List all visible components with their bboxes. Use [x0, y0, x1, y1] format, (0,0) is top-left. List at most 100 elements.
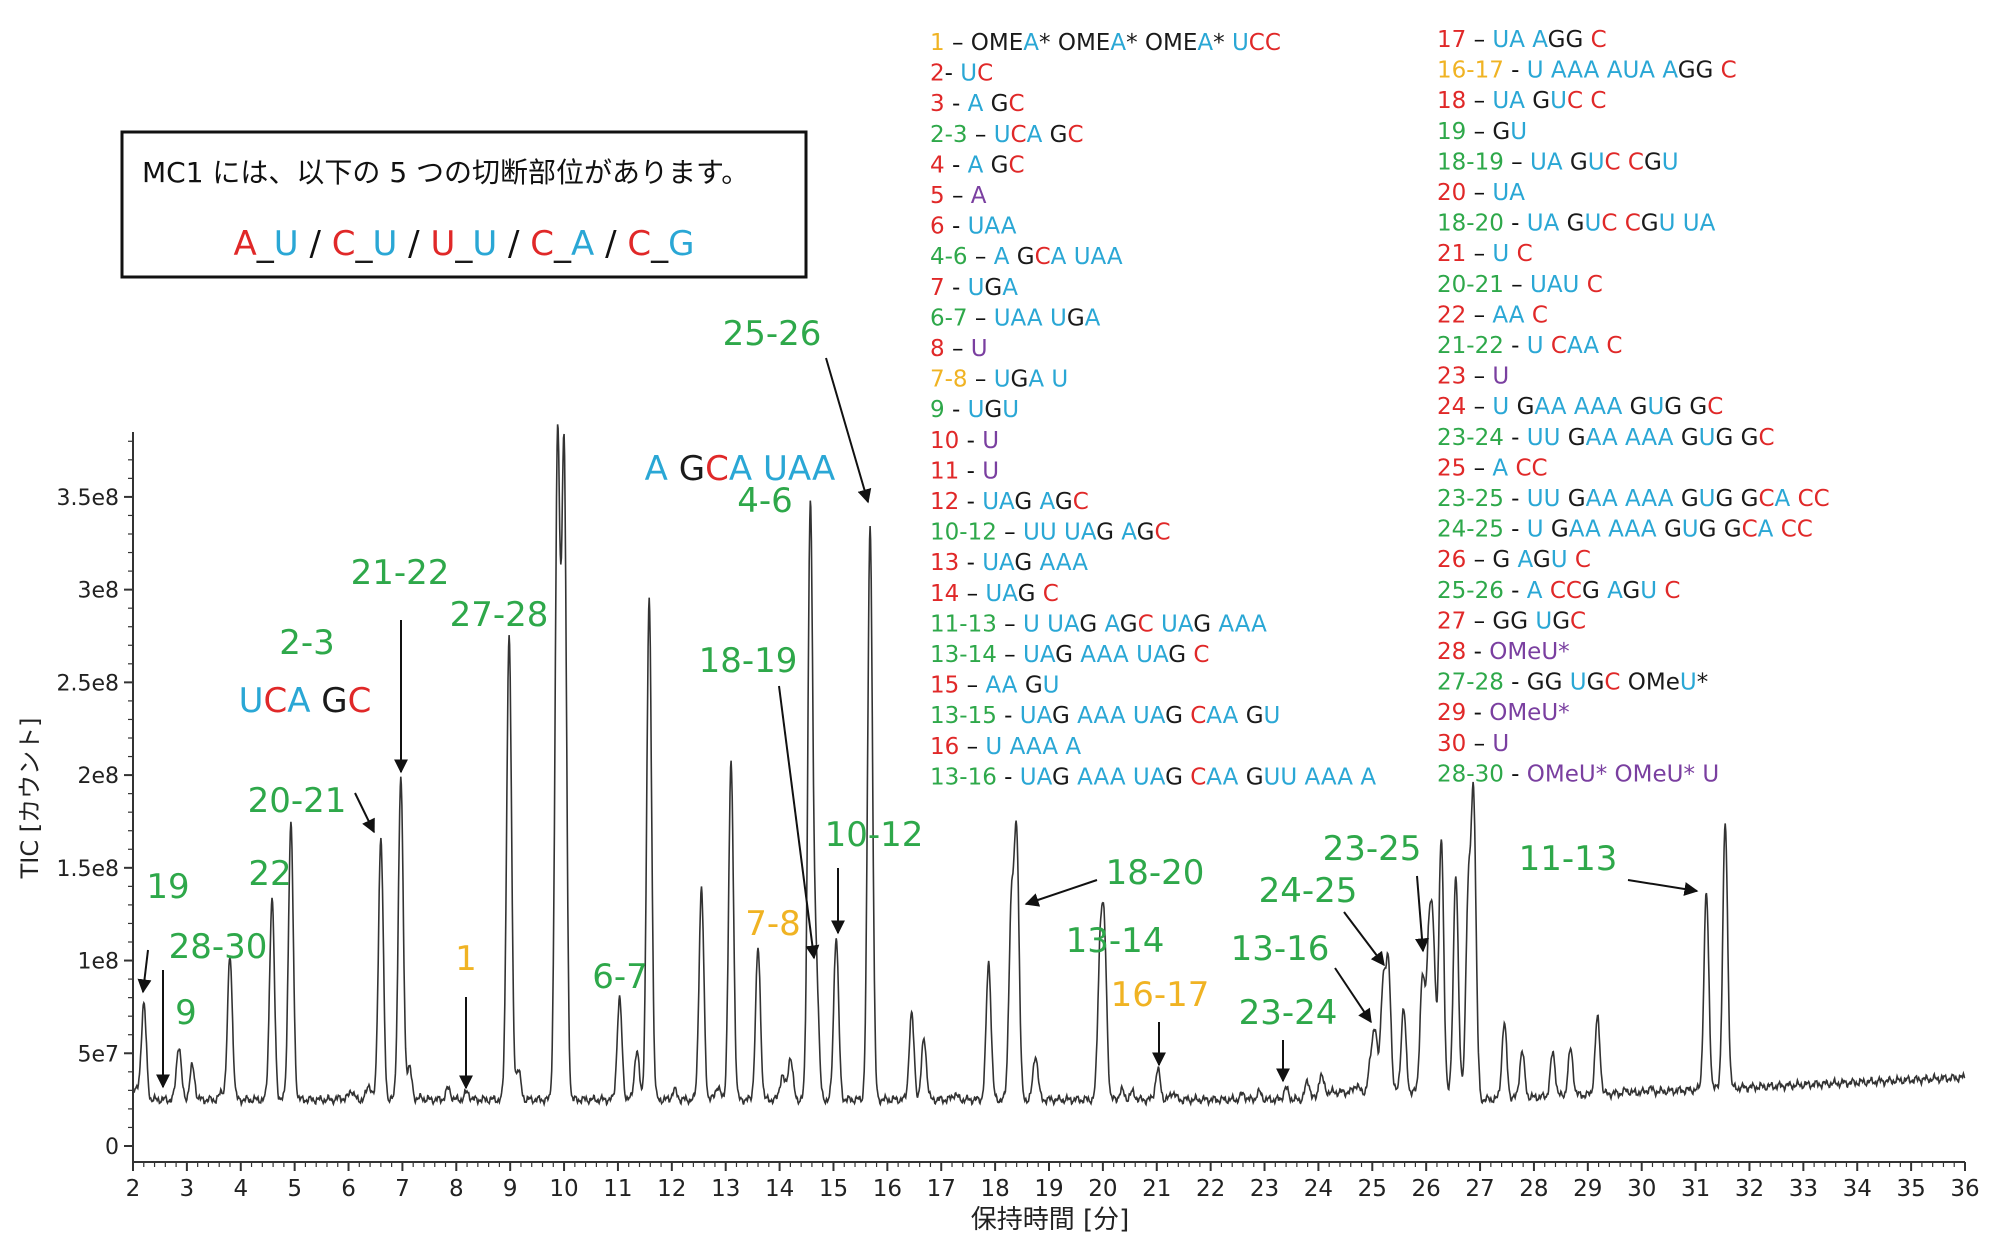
- x-tick-label: 20: [1088, 1176, 1117, 1202]
- peak-label-1: 1: [455, 939, 477, 979]
- peak-label-9: 9: [175, 993, 197, 1033]
- peak-label-13-14: 13-14: [1066, 921, 1165, 961]
- peak-label-22: 22: [248, 854, 291, 894]
- x-tick-label: 14: [765, 1176, 794, 1202]
- x-tick-label: 29: [1573, 1176, 1602, 1202]
- legend-entry-9: 9 - UGU: [930, 397, 1019, 423]
- peak-label-18-19: 18-19: [699, 641, 798, 681]
- x-tick-label: 25: [1358, 1176, 1387, 1202]
- peak-label-24-25: 24-25: [1259, 871, 1358, 911]
- arrow-18-19: [778, 685, 820, 960]
- legend-entry-6-7: 6-7 – UAA UGA: [930, 305, 1101, 331]
- x-tick-label: 35: [1896, 1176, 1925, 1202]
- cleavage-sites: A_U / C_U / U_U / C_A / C_G: [233, 224, 694, 264]
- peak-label-19: 19: [146, 867, 189, 907]
- x-tick-label: 8: [449, 1176, 464, 1202]
- legend-entry-28-30: 28-30 - OMeU* OMeU* U: [1437, 761, 1719, 787]
- peak-label-23-25: 23-25: [1323, 829, 1422, 869]
- x-tick-label: 15: [819, 1176, 848, 1202]
- legend-entry-19: 19 – GU: [1437, 119, 1527, 145]
- fragment-legend: 1 – OMEA* OMEA* OMEA* UCC 2- UC 3 - A GC 2-…: [930, 27, 1830, 790]
- x-tick-label: 28: [1519, 1176, 1548, 1202]
- peak-label-21-22: 21-22: [351, 553, 450, 593]
- legend-entry-17: 17 – UA AGG C: [1437, 27, 1607, 53]
- legend-entry-14: 14 – UAG C: [930, 581, 1059, 607]
- x-tick-label: 33: [1789, 1176, 1818, 1202]
- x-tick-label: 6: [341, 1176, 356, 1202]
- cleavage-info-box: MC1 には、以下の 5 つの切断部位があります。 A_U / C_U / U_…: [120, 130, 808, 279]
- x-tick-label: 5: [287, 1176, 302, 1202]
- y-axis-label: TIC [カウント]: [16, 718, 44, 880]
- legend-entry-20: 20 – UA: [1437, 180, 1525, 206]
- legend-entry-6: 6 - UAA: [930, 214, 1017, 240]
- arrow-11-13: [1627, 879, 1699, 896]
- y-tick-label: 2.5e8: [56, 671, 119, 696]
- legend-entry-18-20: 18-20 - UA GUC CGU UA: [1437, 211, 1716, 237]
- legend-entry-13-16: 13-16 - UAG AAA UAG CAA GUU AAA A: [930, 764, 1376, 790]
- legend-entry-18-19: 18-19 – UA GUC CGU: [1437, 149, 1679, 175]
- x-tick-label: 19: [1034, 1176, 1063, 1202]
- legend-entry-13: 13 - UAG AAA: [930, 550, 1088, 576]
- tic-trace: [133, 424, 1966, 1108]
- x-tick-label: 34: [1843, 1176, 1872, 1202]
- y-tick-label: 3.5e8: [56, 486, 119, 511]
- arrow-19: [137, 949, 152, 994]
- x-tick-label: 11: [603, 1176, 632, 1202]
- x-tick-label: 23: [1250, 1176, 1279, 1202]
- legend-entry-1: 1 – OMEA* OMEA* OMEA* UCC: [930, 30, 1281, 56]
- peak-label-4-6: 4-6: [737, 481, 793, 521]
- x-tick-label: 10: [549, 1176, 578, 1202]
- y-tick-label: 1.5e8: [56, 857, 119, 882]
- y-tick-label: 0: [105, 1135, 119, 1160]
- legend-entry-21-22: 21-22 - U CAA C: [1437, 333, 1622, 359]
- peak-annotations: 19 28-30 9 22 20-21 2-3 21-22 1 27-28 6-7 18-19 7-8…: [137, 314, 1699, 1090]
- x-tick-label: 21: [1142, 1176, 1171, 1202]
- x-tick-label: 13: [711, 1176, 740, 1202]
- arrow-25-26: [825, 357, 872, 504]
- legend-entry-13-14: 13-14 – UAG AAA UAG C: [930, 642, 1209, 668]
- legend-entry-20-21: 20-21 – UAU C: [1437, 272, 1603, 298]
- legend-entry-24-25: 24-25 - U GAA AAA GUG GCA CC: [1437, 517, 1813, 543]
- x-ticks: 2 3 4 5 6 7 8 9 10 11 12 13 14 15 16 17 18 19 20 21 22 23 24 25…: [126, 1162, 1980, 1202]
- legend-entry-24: 24 – U GAA AAA GUG GC: [1437, 394, 1723, 420]
- x-tick-label: 27: [1465, 1176, 1494, 1202]
- legend-entry-10: 10 - U: [930, 428, 999, 454]
- legend-entry-11: 11 - U: [930, 458, 999, 484]
- legend-entry-25-26: 25-26 - A CCG AGU C: [1437, 578, 1680, 604]
- legend-entry-27-28: 27-28 - GG UGC OMeU*: [1437, 670, 1708, 696]
- legend-entry-16-17: 16-17 - U AAA AUA AGG C: [1437, 58, 1737, 84]
- x-tick-label: 18: [980, 1176, 1009, 1202]
- x-tick-label: 17: [927, 1176, 956, 1202]
- x-tick-label: 4: [233, 1176, 248, 1202]
- peak-label-11-13: 11-13: [1519, 839, 1618, 879]
- legend-entry-2-3: 2-3 – UCA GC: [930, 122, 1084, 148]
- legend-entry-30: 30 – U: [1437, 731, 1509, 757]
- x-tick-label: 26: [1412, 1176, 1441, 1202]
- x-tick-label: 36: [1950, 1176, 1979, 1202]
- x-tick-label: 9: [503, 1176, 518, 1202]
- arrow-18-20: [1024, 879, 1098, 907]
- legend-entry-4: 4 - A GC: [930, 152, 1025, 178]
- x-tick-label: 7: [395, 1176, 410, 1202]
- legend-entry-16: 16 – U AAA A: [930, 734, 1081, 760]
- arrow-23-25: [1415, 875, 1429, 953]
- legend-entry-8: 8 – U: [930, 336, 988, 362]
- peak-label-6-7: 6-7: [592, 957, 648, 997]
- legend-entry-3: 3 - A GC: [930, 91, 1025, 117]
- legend-entry-7: 7 - UGA: [930, 275, 1018, 301]
- peak-label-10-12: 10-12: [825, 815, 924, 855]
- arrow-13-16: [1334, 967, 1372, 1024]
- legend-entry-5: 5 – A: [930, 183, 987, 209]
- x-axis-label: 保持時間 [分]: [971, 1205, 1130, 1235]
- legend-entry-7-8: 7-8 – UGA U: [930, 367, 1068, 393]
- legend-entry-27: 27 – GG UGC: [1437, 608, 1586, 634]
- info-box-title: MC1 には、以下の 5 つの切断部位があります。: [142, 156, 749, 189]
- legend-entry-18: 18 – UA GUC C: [1437, 88, 1606, 114]
- peak-label-2-3: 2-3: [279, 623, 335, 663]
- legend-entry-23: 23 – U: [1437, 364, 1509, 390]
- peak-label-13-16: 13-16: [1231, 929, 1330, 969]
- legend-entry-10-12: 10-12 – UU UAG AGC: [930, 520, 1171, 546]
- arrow-20-21: [354, 792, 375, 834]
- x-tick-label: 2: [126, 1176, 141, 1202]
